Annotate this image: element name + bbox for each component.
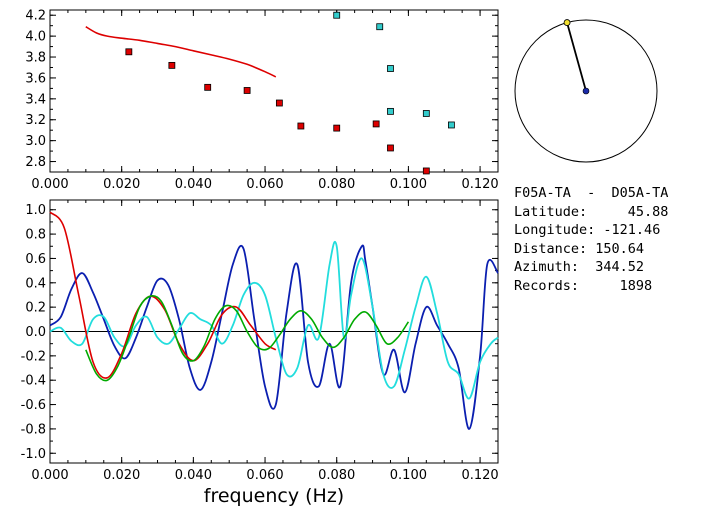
- azimuth-row: Azimuth: 344.52: [514, 258, 668, 277]
- cyan-marker: [422, 110, 430, 117]
- red-marker: [275, 99, 283, 107]
- latitude-value: 45.88: [627, 203, 669, 220]
- station-info-panel: F05A-TA - D05A-TA Latitude: 45.88 Longit…: [514, 184, 668, 296]
- x-tick-label: 0.120: [461, 468, 498, 483]
- x-axis-label: frequency (Hz): [204, 485, 344, 507]
- cyan-marker: [333, 11, 341, 19]
- azimuth-needle: [566, 22, 587, 92]
- dial-circle: [514, 19, 658, 163]
- y-tick-label: -0.4: [21, 374, 46, 389]
- x-tick-label: 0.080: [318, 177, 355, 192]
- longitude-label: Longitude:: [514, 222, 596, 239]
- y-tick-label: 3.0: [25, 134, 46, 149]
- x-tick-label: 0.040: [175, 468, 212, 483]
- distance-label: Distance:: [514, 240, 588, 257]
- y-tick-label: 4.0: [25, 30, 46, 45]
- x-tick-label: 0.020: [103, 468, 140, 483]
- azimuth-dial: [514, 19, 658, 163]
- y-tick-label: 4.2: [25, 9, 46, 24]
- x-tick-label: 0.100: [390, 177, 427, 192]
- y-tick-label: 3.2: [25, 113, 46, 128]
- x-tick-label: 0.100: [390, 468, 427, 483]
- x-tick-label: 0.040: [175, 177, 212, 192]
- x-tick-label: 0.060: [246, 177, 283, 192]
- red-marker: [387, 144, 394, 152]
- y-tick-label: 0.4: [25, 276, 46, 291]
- y-tick-label: -0.8: [21, 422, 46, 437]
- cyan-marker: [387, 107, 394, 115]
- red-marker: [372, 120, 380, 128]
- latitude-row: Latitude: 45.88: [514, 203, 668, 222]
- y-tick-label: -0.2: [21, 349, 46, 364]
- blue-correlation-line: [49, 244, 499, 430]
- red-marker: [243, 87, 251, 94]
- records-row: Records: 1898: [514, 277, 668, 296]
- red-marker: [297, 122, 305, 130]
- correlation-panel: 0.000 0.020 0.040 0.060 0.080 0.100 0.120 1.0 0.…: [21, 199, 499, 507]
- latitude-label: Latitude:: [514, 203, 588, 220]
- x-tick-label: 0.000: [31, 468, 68, 483]
- velocity-panel: 0.000 0.020 0.040 0.060 0.080 0.100 0.120 2.8 3.…: [25, 9, 498, 192]
- y-tick-label: 3.8: [25, 51, 46, 66]
- longitude-value: -121.46: [603, 222, 661, 239]
- dial-center-dot: [582, 87, 590, 95]
- needle-tip-dot: [563, 19, 571, 26]
- records-value: 1898: [619, 277, 653, 294]
- longitude-row: Longitude: -121.46: [514, 221, 668, 240]
- y-tick-label: 0.8: [25, 228, 46, 243]
- cyan-correlation-line: [49, 240, 499, 400]
- y-tick-label: 1.0: [25, 203, 46, 218]
- red-marker: [125, 48, 133, 56]
- x-tick-label: 0.000: [31, 177, 68, 192]
- y-tick-label: -0.6: [21, 398, 46, 413]
- distance-value: 150.64: [595, 240, 645, 257]
- y-tick-label: 3.6: [25, 71, 46, 86]
- x-tick-label: 0.120: [461, 177, 498, 192]
- red-marker: [422, 167, 430, 175]
- y-tick-label: 0.2: [25, 301, 46, 316]
- x-tick-label: 0.020: [103, 177, 140, 192]
- y-tick-label: -1.0: [21, 447, 46, 462]
- azimuth-value: 344.52: [595, 259, 645, 276]
- velocity-panel-frame: [49, 9, 499, 173]
- x-tick-label: 0.080: [318, 468, 355, 483]
- red-marker: [333, 124, 341, 132]
- red-marker: [204, 83, 212, 91]
- x-tick-label: 0.060: [246, 468, 283, 483]
- y-tick-label: 0.0: [25, 325, 46, 340]
- y-tick-label: 2.8: [25, 155, 46, 170]
- cyan-marker: [376, 23, 384, 31]
- records-label: Records:: [514, 277, 580, 294]
- y-tick-label: 0.6: [25, 252, 46, 267]
- distance-row: Distance: 150.64: [514, 240, 668, 259]
- cyan-marker: [387, 65, 394, 72]
- y-tick-label: 3.4: [25, 92, 46, 107]
- red-model-line: [49, 211, 277, 379]
- station-pair-label: F05A-TA - D05A-TA: [514, 185, 669, 201]
- velocity-curve: [85, 26, 277, 78]
- green-model-line: [85, 295, 410, 382]
- cyan-marker: [448, 121, 455, 129]
- azimuth-label: Azimuth:: [514, 259, 580, 276]
- red-marker: [168, 61, 176, 69]
